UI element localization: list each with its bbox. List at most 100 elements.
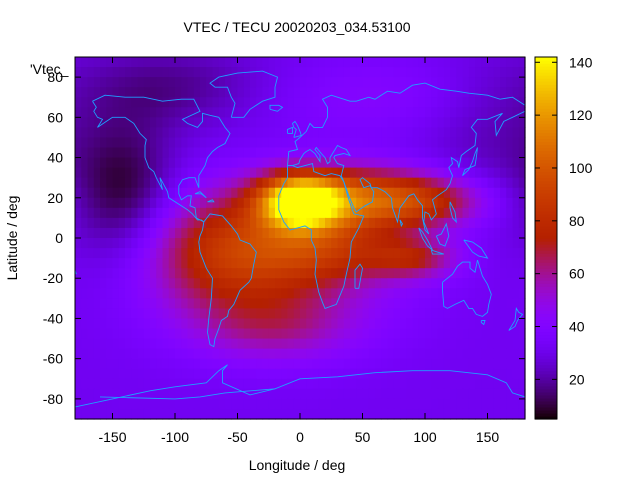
heatmap-cell	[481, 87, 489, 98]
heatmap-cell	[112, 238, 120, 249]
heatmap-cell	[87, 248, 95, 259]
heatmap-cell	[475, 248, 482, 259]
colorbar-segment	[535, 177, 557, 182]
y-tick-label: -40	[43, 310, 63, 326]
heatmap-cell	[306, 378, 314, 390]
heatmap-cell	[443, 248, 451, 259]
heatmap-cell	[175, 328, 182, 340]
heatmap-cell	[118, 388, 126, 400]
heatmap-cell	[500, 248, 507, 259]
colorbar-segment	[535, 138, 557, 143]
heatmap-cell	[75, 157, 82, 169]
heatmap-cell	[300, 268, 307, 279]
heatmap-cell	[293, 117, 301, 128]
x-axis-ticks: -150 -100 -50 0 50 100 150	[98, 57, 499, 445]
heatmap-cell	[268, 57, 276, 68]
heatmap-cell	[450, 318, 457, 330]
heatmap-cell	[181, 67, 189, 78]
heatmap-cell	[268, 348, 276, 360]
heatmap-cell	[393, 268, 401, 279]
heatmap-cell	[518, 238, 526, 249]
heatmap-cell	[275, 57, 282, 68]
heatmap-cell	[212, 338, 220, 350]
heatmap-cell	[300, 187, 307, 199]
heatmap-cell	[81, 97, 89, 108]
heatmap-cell	[487, 57, 495, 68]
heatmap-cell	[500, 107, 507, 118]
heatmap-cell	[275, 217, 282, 229]
heatmap-cell	[443, 67, 451, 78]
heatmap-cell	[168, 258, 176, 269]
heatmap-cell	[387, 87, 395, 98]
heatmap-cell	[275, 248, 282, 259]
heatmap-cell	[306, 67, 314, 78]
heatmap-cell	[293, 328, 301, 340]
heatmap-cell	[437, 238, 445, 249]
heatmap-cell	[93, 298, 101, 309]
heatmap-cell	[262, 308, 270, 320]
heatmap-cell	[518, 127, 526, 139]
heatmap-cell	[100, 238, 107, 249]
heatmap-cell	[375, 378, 382, 390]
heatmap-cell	[512, 197, 520, 209]
heatmap-cell	[337, 217, 345, 229]
heatmap-cell	[250, 107, 257, 118]
heatmap-cell	[181, 328, 189, 340]
heatmap-cell	[500, 227, 507, 239]
heatmap-cell	[231, 127, 239, 139]
colorbar-segment	[535, 367, 557, 372]
heatmap-cell	[456, 97, 464, 108]
heatmap-cell	[93, 187, 101, 199]
heatmap-cell	[137, 87, 145, 98]
heatmap-cell	[131, 57, 139, 68]
heatmap-cell	[318, 318, 326, 330]
heatmap-cell	[450, 87, 457, 98]
heatmap-cell	[406, 77, 414, 88]
heatmap-cell	[362, 308, 370, 320]
heatmap-cell	[493, 117, 501, 128]
heatmap-cell	[462, 77, 470, 88]
colorbar-segment	[535, 388, 557, 393]
heatmap-cell	[181, 137, 189, 149]
heatmap-cell	[168, 308, 176, 320]
heatmap-cell	[112, 97, 120, 108]
heatmap-cell	[406, 227, 414, 239]
heatmap-cell	[275, 398, 282, 410]
heatmap-cell	[356, 358, 364, 370]
coastline	[287, 82, 525, 166]
heatmap-cell	[375, 227, 382, 239]
heatmap-cell	[350, 398, 357, 410]
heatmap-cell	[75, 308, 82, 320]
heatmap-cell	[206, 157, 214, 169]
heatmap-cell	[137, 318, 145, 330]
heatmap-cell	[200, 348, 207, 360]
heatmap-cell	[337, 207, 345, 219]
heatmap-cell	[81, 308, 89, 320]
heatmap-cell	[106, 147, 114, 159]
heatmap-cell	[412, 258, 420, 269]
heatmap-cell	[93, 368, 101, 380]
heatmap-cell	[231, 177, 239, 189]
heatmap-cell	[225, 157, 232, 169]
heatmap-cell	[225, 87, 232, 98]
heatmap-cell	[212, 187, 220, 199]
heatmap-cell	[87, 177, 95, 189]
heatmap-cell	[506, 107, 514, 118]
heatmap-cell	[118, 87, 126, 98]
heatmap-cell	[131, 238, 139, 249]
heatmap-cell	[368, 147, 376, 159]
heatmap-cell	[275, 278, 282, 289]
heatmap-cell	[343, 197, 351, 209]
colorbar-segment	[535, 394, 557, 399]
heatmap-cell	[500, 127, 507, 139]
heatmap-cell	[275, 187, 282, 199]
heatmap-cell	[306, 207, 314, 219]
heatmap-cell	[318, 147, 326, 159]
heatmap-cell	[400, 318, 407, 330]
heatmap-cell	[143, 227, 151, 239]
colorbar-segment	[535, 126, 557, 130]
heatmap-cell	[325, 358, 332, 370]
heatmap-cell	[443, 217, 451, 229]
heatmap-cell	[175, 217, 182, 229]
heatmap-cell	[275, 97, 282, 108]
